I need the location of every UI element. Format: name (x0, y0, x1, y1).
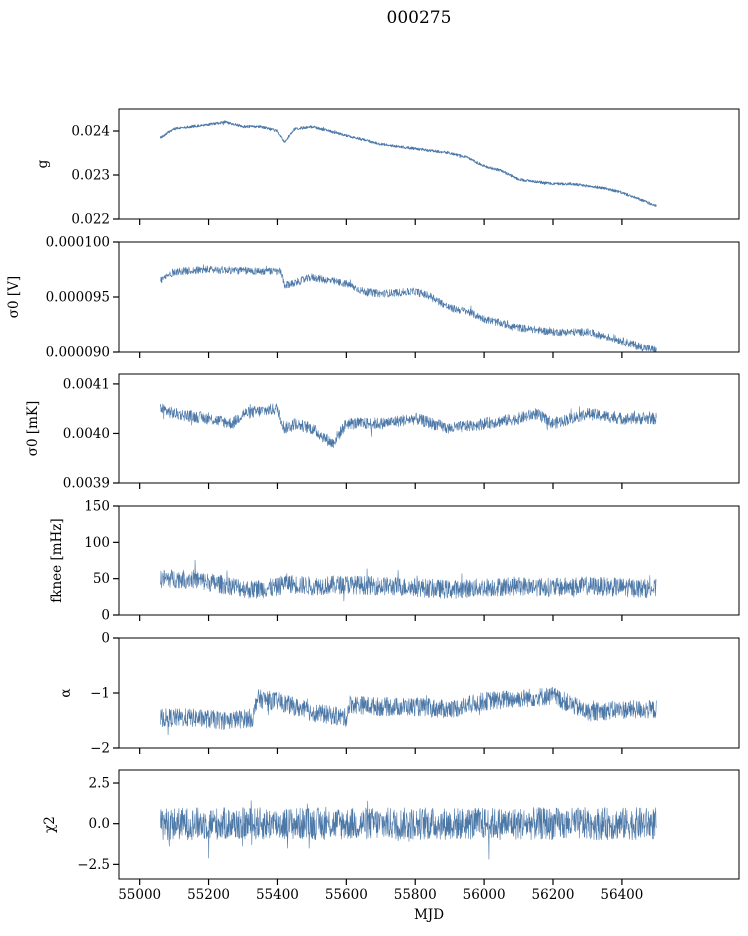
y-tick-label-3-3: 150 (84, 499, 110, 515)
axes-frame-5 (118, 769, 740, 880)
y-tick-label-1-0: 0.000090 (46, 345, 110, 361)
panel-3: 0 50 100 150 fknee [mHz] (49, 499, 740, 624)
y-tick-label-4-0: −2 (90, 741, 110, 757)
series-line-4 (160, 686, 657, 736)
y-tick-label-0-2: 0.024 (71, 124, 110, 140)
panels: 0.0220.0230.024g0.0000900.0000950.000100… (6, 108, 740, 923)
y-tick-label-2-2: 0.0041 (63, 376, 110, 392)
y-tick-label-1-1: 0.000095 (46, 290, 110, 306)
series-line-3 (160, 559, 657, 602)
y-tick-label-5-1: 0.0 (89, 816, 110, 832)
x-tick-label-1: 55200 (187, 887, 230, 903)
y-tick-label-0-1: 0.023 (71, 168, 110, 184)
y-axis-label-5: χ2 (42, 816, 58, 833)
panel-5: −2.5 0.0 2.5 55000 55200 55400 55600 55800 56000… (42, 769, 740, 923)
y-tick-label-1-2: 0.000100 (46, 235, 110, 251)
x-tick-label-5: 56000 (463, 887, 506, 903)
axes-frame-2 (118, 373, 740, 484)
y-tick-label-2-1: 0.0040 (63, 426, 110, 442)
panel-4: −2 −1 0 α (58, 631, 740, 757)
y-tick-label-5-0: −2.5 (77, 857, 110, 873)
panel-0: 0.022 0.023 0.024 g (35, 108, 740, 228)
axes-frame-0 (118, 108, 740, 220)
x-axis-label: MJD (414, 907, 444, 923)
panel-1: 0.000090 0.000095 0.000100 σ0 [V] (6, 235, 740, 361)
axes-frame-3 (118, 505, 740, 616)
x-tick-label-0: 55000 (118, 887, 161, 903)
y-tick-label-4-1: −1 (90, 686, 110, 702)
series-line-1 (160, 264, 657, 353)
y-tick-label-3-0: 0 (101, 608, 110, 624)
y-tick-label-5-2: 2.5 (89, 776, 110, 792)
y-axis-label-0: g (35, 159, 51, 168)
y-tick-label-3-2: 100 (84, 535, 110, 551)
series-line-2 (160, 403, 657, 449)
x-tick-label-2: 55400 (256, 887, 299, 903)
y-axis-label-4: α (58, 688, 74, 697)
y-axis-label-1: σ0 [V] (6, 276, 22, 318)
y-tick-label-4-2: 0 (101, 631, 110, 647)
x-tick-label-7: 56400 (600, 887, 643, 903)
y-tick-label-0-0: 0.022 (71, 212, 110, 228)
series-line-5 (160, 800, 657, 860)
figure-title: 000275 (387, 8, 452, 28)
y-tick-label-3-1: 50 (93, 571, 110, 587)
axes-frame-4 (118, 637, 740, 749)
y-axis-label-3: fknee [mHz] (49, 518, 65, 602)
y-tick-label-2-0: 0.0039 (63, 476, 110, 492)
x-tick-label-6: 56200 (532, 887, 575, 903)
panel-2: 0.0039 0.0040 0.0041 σ0 [mK] (25, 373, 740, 492)
y-axis-label-2: σ0 [mK] (25, 401, 41, 457)
x-tick-label-4: 55800 (394, 887, 437, 903)
x-tick-label-3: 55600 (325, 887, 368, 903)
series-line-0 (159, 120, 657, 207)
